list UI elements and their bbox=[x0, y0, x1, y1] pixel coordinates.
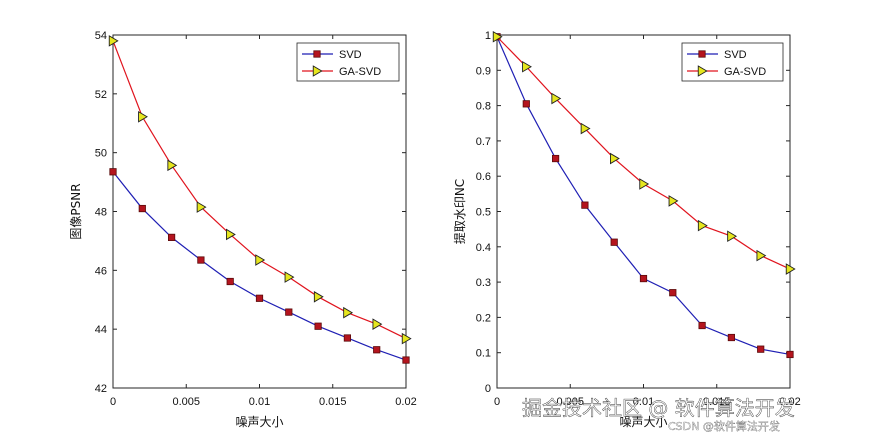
plot-frame bbox=[496, 34, 791, 389]
legend-label-svd: SVD bbox=[724, 49, 747, 61]
watermark-text: 掘金技术社区 @ 软件算法开发 bbox=[522, 396, 795, 420]
x-tick-label: 0.01 bbox=[249, 396, 270, 408]
y-tick-label: 0.5 bbox=[476, 207, 491, 219]
y-axis: 0 0.1 0.2 0.3 0.4 0.5 0.6 0.7 0.8 0.9 1 bbox=[476, 30, 790, 395]
data-point-svd bbox=[138, 204, 146, 213]
data-point-svd bbox=[552, 154, 560, 163]
y-tick-label: 0.2 bbox=[476, 312, 491, 324]
plot-frame bbox=[112, 34, 407, 389]
data-point-ga-svd bbox=[492, 30, 503, 43]
data-point-ga-svd bbox=[580, 122, 591, 135]
data-point-svd bbox=[226, 277, 234, 286]
data-point-ga-svd bbox=[668, 195, 679, 207]
data-point-svd bbox=[639, 274, 648, 283]
data-point-ga-svd bbox=[225, 228, 236, 241]
y-tick-label: 0.7 bbox=[476, 136, 491, 148]
data-point-svd bbox=[757, 345, 765, 353]
y-axis: 42 44 46 48 50 52 54 bbox=[95, 30, 406, 395]
data-point-svd bbox=[402, 356, 410, 364]
data-point-svd bbox=[698, 321, 706, 330]
y-tick-label: 0 bbox=[485, 383, 491, 395]
x-axis-label: 噪声大小 bbox=[619, 415, 667, 429]
y-tick-label: 54 bbox=[95, 30, 107, 42]
data-point-svd bbox=[373, 346, 381, 354]
x-tick-label: 0.015 bbox=[319, 396, 347, 408]
y-tick-label: 52 bbox=[95, 89, 107, 101]
y-tick-label: 0.9 bbox=[476, 65, 491, 77]
x-tick-label: 0.015 bbox=[703, 396, 731, 408]
y-tick-label: 0.3 bbox=[476, 277, 491, 289]
legend-marker-ga-svd bbox=[697, 65, 708, 77]
data-point-ga-svd bbox=[313, 291, 324, 303]
data-point-ga-svd bbox=[401, 332, 412, 345]
data-point-ga-svd bbox=[610, 152, 620, 165]
legend-box bbox=[681, 42, 784, 82]
data-point-ga-svd bbox=[343, 306, 354, 319]
data-point-ga-svd bbox=[522, 60, 532, 73]
data-point-ga-svd bbox=[138, 110, 148, 123]
data-point-ga-svd bbox=[697, 219, 708, 232]
data-point-svd bbox=[610, 238, 618, 246]
data-point-svd bbox=[786, 350, 794, 359]
y-axis-label: 图像PSNR bbox=[69, 183, 83, 239]
data-point-svd bbox=[255, 294, 264, 302]
legend-label-ga-svd: GA-SVD bbox=[724, 66, 766, 78]
series-layer bbox=[108, 35, 412, 364]
chart-nc: 0 0.1 0.2 0.3 0.4 0.5 0.6 0.7 0.8 0.9 1 0 0.005 0.01… bbox=[452, 30, 801, 429]
data-point-svd bbox=[343, 334, 352, 342]
data-point-ga-svd bbox=[167, 159, 178, 172]
legend: SVD GA-SVD bbox=[681, 42, 784, 82]
legend-label-svd: SVD bbox=[339, 49, 362, 61]
y-tick-label: 0.4 bbox=[476, 242, 491, 254]
chart-psnr: 42 44 46 48 50 52 54 0 0.005 0.01 0.015 0.02 图像PSN… bbox=[69, 30, 417, 429]
legend-marker-ga-svd bbox=[312, 65, 323, 77]
legend: SVD GA-SVD bbox=[296, 42, 400, 82]
data-point-ga-svd bbox=[727, 230, 738, 242]
data-point-svd bbox=[197, 256, 205, 264]
x-tick-label: 0.01 bbox=[633, 396, 654, 408]
y-tick-label: 46 bbox=[95, 265, 107, 277]
y-tick-label: 0.6 bbox=[476, 171, 491, 183]
y-tick-label: 0.1 bbox=[476, 348, 491, 360]
x-tick-label: 0.005 bbox=[172, 396, 200, 408]
data-point-svd bbox=[581, 201, 589, 209]
y-tick-label: 42 bbox=[95, 383, 107, 395]
data-point-ga-svd bbox=[255, 254, 266, 266]
data-point-ga-svd bbox=[284, 271, 295, 283]
x-axis-label: 噪声大小 bbox=[235, 415, 283, 429]
series-layer bbox=[492, 30, 796, 359]
data-point-svd bbox=[285, 308, 293, 316]
x-tick-label: 0.02 bbox=[779, 396, 800, 408]
data-point-svd bbox=[109, 168, 117, 176]
x-axis: 0 0.005 0.01 0.015 0.02 bbox=[494, 35, 801, 408]
x-tick-label: 0 bbox=[110, 396, 116, 408]
legend-marker-svd bbox=[698, 50, 706, 58]
data-point-svd bbox=[314, 322, 322, 330]
data-point-svd bbox=[669, 289, 677, 297]
watermark-subtext: CSDN @软件算法开发 bbox=[668, 419, 780, 433]
data-point-svd bbox=[522, 100, 530, 108]
data-point-ga-svd bbox=[551, 92, 562, 105]
y-tick-label: 44 bbox=[95, 324, 107, 336]
x-tick-label: 0 bbox=[494, 396, 500, 408]
data-point-ga-svd bbox=[108, 35, 119, 47]
legend-marker-svd bbox=[313, 50, 321, 58]
data-point-svd bbox=[167, 233, 176, 241]
data-point-ga-svd bbox=[196, 201, 207, 213]
data-point-svd bbox=[727, 333, 736, 342]
y-tick-label: 1 bbox=[485, 30, 491, 42]
x-axis: 0 0.005 0.01 0.015 0.02 bbox=[110, 35, 417, 408]
y-axis-label: 提取水印NC bbox=[452, 179, 467, 244]
data-point-ga-svd bbox=[639, 178, 650, 190]
x-tick-label: 0.02 bbox=[395, 396, 416, 408]
data-point-ga-svd bbox=[756, 249, 767, 262]
y-tick-label: 48 bbox=[95, 207, 107, 219]
data-point-ga-svd bbox=[785, 263, 796, 275]
y-tick-label: 0.8 bbox=[476, 101, 491, 113]
x-tick-label: 0.005 bbox=[556, 396, 584, 408]
legend-label-ga-svd: GA-SVD bbox=[339, 66, 381, 78]
y-tick-label: 50 bbox=[95, 148, 107, 160]
data-point-ga-svd bbox=[372, 318, 383, 330]
